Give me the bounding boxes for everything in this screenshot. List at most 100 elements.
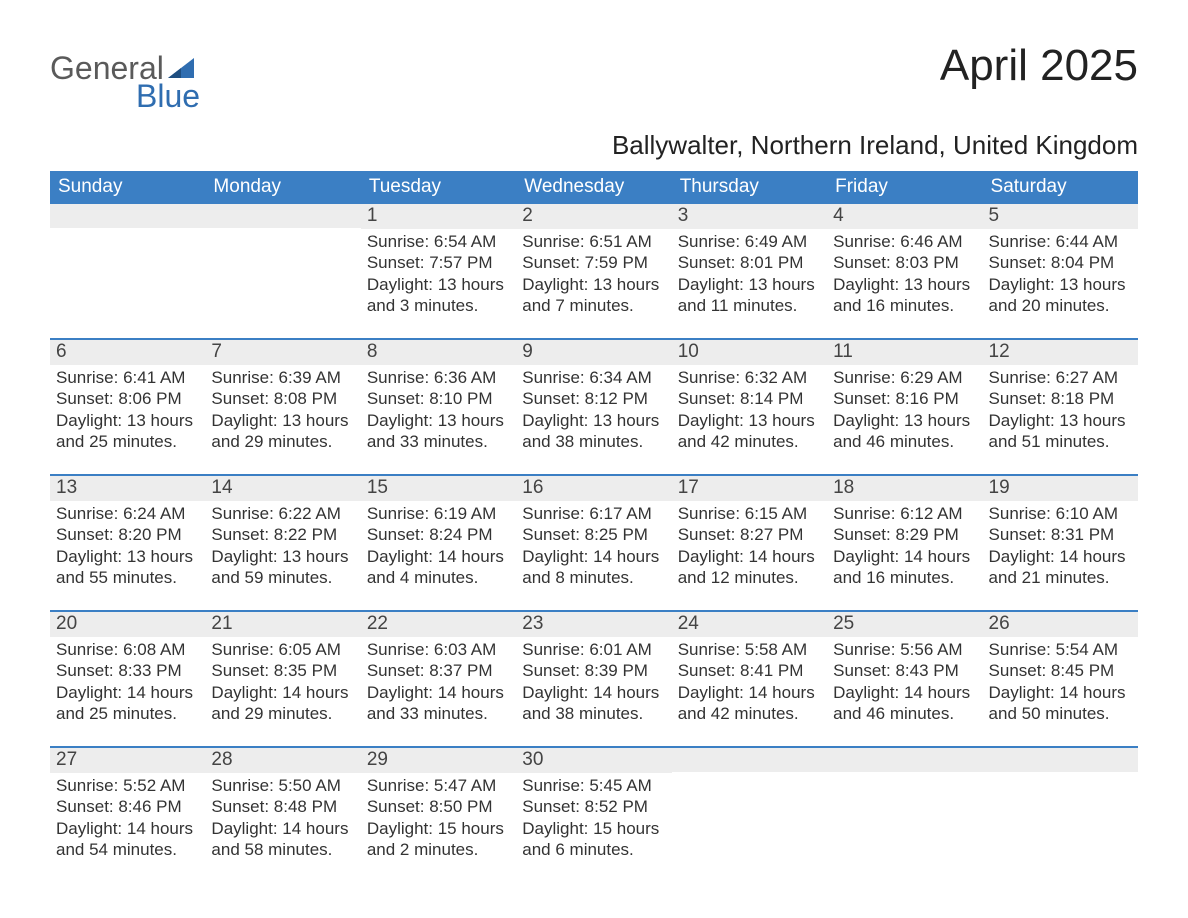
weekday-header: Sunday: [50, 171, 205, 204]
day-number: 22: [361, 612, 516, 637]
sunset-text: Sunset: 8:52 PM: [522, 796, 665, 817]
sunset-text: Sunset: 8:33 PM: [56, 660, 199, 681]
sunrise-text: Sunrise: 6:29 AM: [833, 367, 976, 388]
day-body: Sunrise: 6:24 AMSunset: 8:20 PMDaylight:…: [50, 501, 205, 610]
sunrise-text: Sunrise: 6:10 AM: [989, 503, 1132, 524]
sunset-text: Sunset: 8:22 PM: [211, 524, 354, 545]
daylight-text: Daylight: 14 hours and 16 minutes.: [833, 546, 976, 589]
day-body: Sunrise: 5:56 AMSunset: 8:43 PMDaylight:…: [827, 637, 982, 746]
day-number: 18: [827, 476, 982, 501]
calendar-cell: [672, 748, 827, 882]
sunrise-text: Sunrise: 6:24 AM: [56, 503, 199, 524]
sunrise-text: Sunrise: 6:39 AM: [211, 367, 354, 388]
calendar-cell: 24Sunrise: 5:58 AMSunset: 8:41 PMDayligh…: [672, 612, 827, 746]
sunrise-text: Sunrise: 5:56 AM: [833, 639, 976, 660]
sunrise-text: Sunrise: 6:32 AM: [678, 367, 821, 388]
calendar-week: 27Sunrise: 5:52 AMSunset: 8:46 PMDayligh…: [50, 746, 1138, 882]
sunset-text: Sunset: 8:14 PM: [678, 388, 821, 409]
sunset-text: Sunset: 8:29 PM: [833, 524, 976, 545]
sunrise-text: Sunrise: 6:51 AM: [522, 231, 665, 252]
day-body: Sunrise: 6:44 AMSunset: 8:04 PMDaylight:…: [983, 229, 1138, 338]
sunrise-text: Sunrise: 6:22 AM: [211, 503, 354, 524]
header-row: General Blue April 2025: [50, 44, 1138, 112]
daylight-text: Daylight: 13 hours and 11 minutes.: [678, 274, 821, 317]
day-body: [50, 228, 205, 326]
daylight-text: Daylight: 14 hours and 29 minutes.: [211, 682, 354, 725]
calendar-cell: 17Sunrise: 6:15 AMSunset: 8:27 PMDayligh…: [672, 476, 827, 610]
sunset-text: Sunset: 8:39 PM: [522, 660, 665, 681]
day-number: 29: [361, 748, 516, 773]
weekday-header: Friday: [827, 171, 982, 204]
day-body: Sunrise: 6:32 AMSunset: 8:14 PMDaylight:…: [672, 365, 827, 474]
sunrise-text: Sunrise: 6:54 AM: [367, 231, 510, 252]
sunrise-text: Sunrise: 6:05 AM: [211, 639, 354, 660]
sunset-text: Sunset: 8:01 PM: [678, 252, 821, 273]
flag-icon: [168, 58, 194, 78]
day-number: 24: [672, 612, 827, 637]
daylight-text: Daylight: 13 hours and 3 minutes.: [367, 274, 510, 317]
calendar-cell: 10Sunrise: 6:32 AMSunset: 8:14 PMDayligh…: [672, 340, 827, 474]
day-number: 20: [50, 612, 205, 637]
sunset-text: Sunset: 7:59 PM: [522, 252, 665, 273]
sunset-text: Sunset: 7:57 PM: [367, 252, 510, 273]
day-number: 19: [983, 476, 1138, 501]
calendar-week: 20Sunrise: 6:08 AMSunset: 8:33 PMDayligh…: [50, 610, 1138, 746]
day-body: Sunrise: 5:47 AMSunset: 8:50 PMDaylight:…: [361, 773, 516, 882]
calendar-cell: 27Sunrise: 5:52 AMSunset: 8:46 PMDayligh…: [50, 748, 205, 882]
daylight-text: Daylight: 13 hours and 25 minutes.: [56, 410, 199, 453]
day-body: Sunrise: 6:27 AMSunset: 8:18 PMDaylight:…: [983, 365, 1138, 474]
sunrise-text: Sunrise: 6:44 AM: [989, 231, 1132, 252]
calendar-cell: 11Sunrise: 6:29 AMSunset: 8:16 PMDayligh…: [827, 340, 982, 474]
calendar-cell: [827, 748, 982, 882]
day-body: Sunrise: 6:19 AMSunset: 8:24 PMDaylight:…: [361, 501, 516, 610]
page-root: General Blue April 2025 Ballywalter, Nor…: [0, 0, 1188, 918]
calendar-cell: 25Sunrise: 5:56 AMSunset: 8:43 PMDayligh…: [827, 612, 982, 746]
sunrise-text: Sunrise: 6:01 AM: [522, 639, 665, 660]
day-body: Sunrise: 5:58 AMSunset: 8:41 PMDaylight:…: [672, 637, 827, 746]
sunset-text: Sunset: 8:20 PM: [56, 524, 199, 545]
sunset-text: Sunset: 8:06 PM: [56, 388, 199, 409]
day-number: 13: [50, 476, 205, 501]
sunset-text: Sunset: 8:41 PM: [678, 660, 821, 681]
weekday-header-row: Sunday Monday Tuesday Wednesday Thursday…: [50, 171, 1138, 204]
calendar-cell: 26Sunrise: 5:54 AMSunset: 8:45 PMDayligh…: [983, 612, 1138, 746]
location-subtitle: Ballywalter, Northern Ireland, United Ki…: [50, 130, 1138, 161]
calendar-cell: 28Sunrise: 5:50 AMSunset: 8:48 PMDayligh…: [205, 748, 360, 882]
sunset-text: Sunset: 8:46 PM: [56, 796, 199, 817]
calendar-cell: 3Sunrise: 6:49 AMSunset: 8:01 PMDaylight…: [672, 204, 827, 338]
day-number: 5: [983, 204, 1138, 229]
calendar-cell: 12Sunrise: 6:27 AMSunset: 8:18 PMDayligh…: [983, 340, 1138, 474]
day-number: 28: [205, 748, 360, 773]
daylight-text: Daylight: 14 hours and 21 minutes.: [989, 546, 1132, 589]
daylight-text: Daylight: 13 hours and 33 minutes.: [367, 410, 510, 453]
day-number: 16: [516, 476, 671, 501]
daylight-text: Daylight: 15 hours and 2 minutes.: [367, 818, 510, 861]
sunrise-text: Sunrise: 5:47 AM: [367, 775, 510, 796]
day-body: Sunrise: 6:41 AMSunset: 8:06 PMDaylight:…: [50, 365, 205, 474]
daylight-text: Daylight: 14 hours and 54 minutes.: [56, 818, 199, 861]
calendar-cell: 9Sunrise: 6:34 AMSunset: 8:12 PMDaylight…: [516, 340, 671, 474]
day-body: Sunrise: 6:05 AMSunset: 8:35 PMDaylight:…: [205, 637, 360, 746]
sunrise-text: Sunrise: 6:17 AM: [522, 503, 665, 524]
calendar-cell: 6Sunrise: 6:41 AMSunset: 8:06 PMDaylight…: [50, 340, 205, 474]
calendar-cell: 7Sunrise: 6:39 AMSunset: 8:08 PMDaylight…: [205, 340, 360, 474]
day-number: [827, 748, 982, 772]
weeks-container: 1Sunrise: 6:54 AMSunset: 7:57 PMDaylight…: [50, 204, 1138, 882]
daylight-text: Daylight: 15 hours and 6 minutes.: [522, 818, 665, 861]
calendar-cell: 21Sunrise: 6:05 AMSunset: 8:35 PMDayligh…: [205, 612, 360, 746]
sunset-text: Sunset: 8:31 PM: [989, 524, 1132, 545]
daylight-text: Daylight: 13 hours and 38 minutes.: [522, 410, 665, 453]
daylight-text: Daylight: 13 hours and 42 minutes.: [678, 410, 821, 453]
weekday-header: Thursday: [672, 171, 827, 204]
sunset-text: Sunset: 8:16 PM: [833, 388, 976, 409]
weekday-header: Wednesday: [516, 171, 671, 204]
day-body: [827, 772, 982, 870]
day-body: Sunrise: 6:10 AMSunset: 8:31 PMDaylight:…: [983, 501, 1138, 610]
daylight-text: Daylight: 14 hours and 12 minutes.: [678, 546, 821, 589]
day-body: [672, 772, 827, 870]
calendar-cell: 18Sunrise: 6:12 AMSunset: 8:29 PMDayligh…: [827, 476, 982, 610]
day-number: [205, 204, 360, 228]
sunrise-text: Sunrise: 6:12 AM: [833, 503, 976, 524]
sunset-text: Sunset: 8:35 PM: [211, 660, 354, 681]
day-number: 9: [516, 340, 671, 365]
